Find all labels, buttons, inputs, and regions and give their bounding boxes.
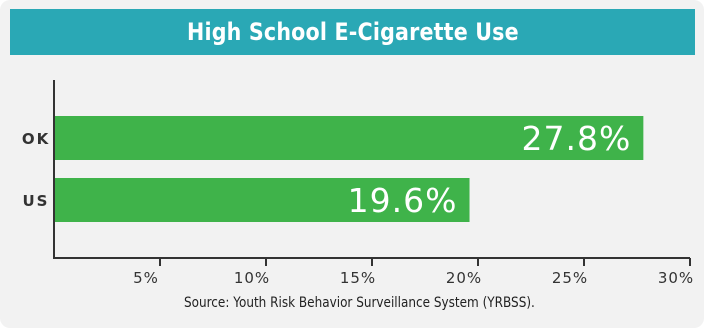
x-tick-label: 20% bbox=[446, 269, 482, 287]
chart-title: High School E-Cigarette Use bbox=[186, 18, 519, 46]
category-label-ok: OK bbox=[22, 130, 50, 148]
x-tick-labels: 5% 10% 15% 20% 25% 30% bbox=[133, 269, 694, 287]
x-tick-label: 25% bbox=[552, 269, 588, 287]
x-tick-label: 15% bbox=[340, 269, 376, 287]
x-tick-label: 30% bbox=[658, 269, 694, 287]
source-note: Source: Youth Risk Behavior Surveillance… bbox=[183, 295, 535, 311]
bar-us bbox=[55, 178, 470, 222]
x-tick-label: 5% bbox=[133, 269, 159, 287]
category-labels: OK US bbox=[22, 130, 50, 210]
chart-header: High School E-Cigarette Use bbox=[10, 9, 695, 55]
value-label-us: 19.6% bbox=[348, 181, 458, 220]
value-label-ok: 27.8% bbox=[522, 119, 632, 158]
chart-axes bbox=[53, 80, 691, 266]
value-labels: 27.8% 19.6% bbox=[348, 119, 632, 220]
chart-bars bbox=[55, 116, 644, 222]
x-tick-label: 10% bbox=[234, 269, 270, 287]
category-label-us: US bbox=[23, 192, 50, 210]
bar-ok bbox=[55, 116, 644, 160]
